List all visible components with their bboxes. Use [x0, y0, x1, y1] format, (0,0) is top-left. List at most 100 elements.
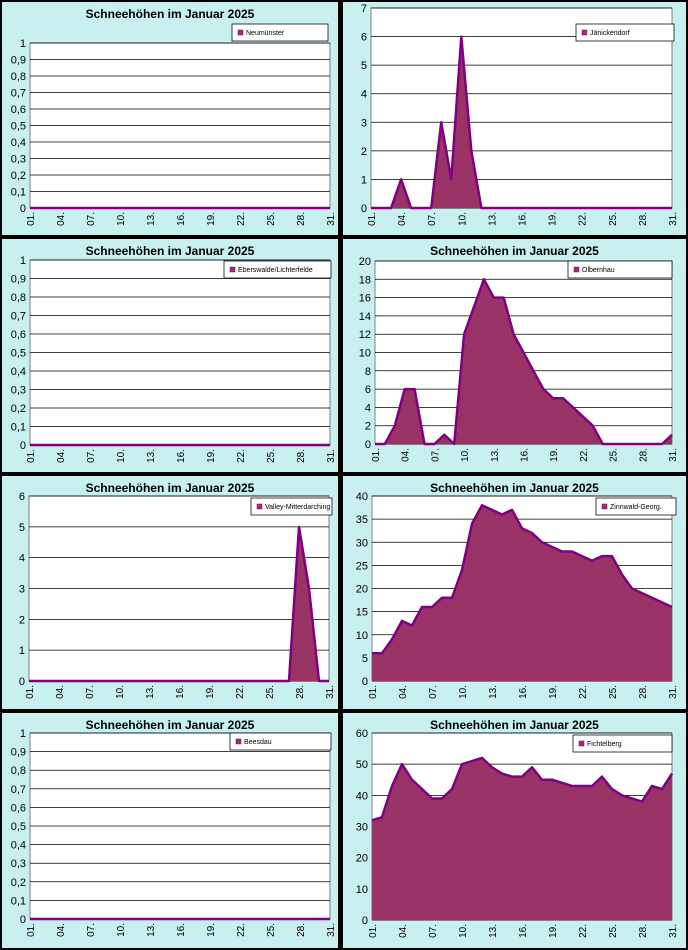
data-point — [140, 208, 141, 209]
chart-panel-jaenickendorf: Schneehöhen im Januar 20250123456701.04.… — [343, 2, 686, 235]
chart-svg: Schneehöhen im Januar 2025 0 10 20 30 40 50 60 0… — [356, 718, 679, 938]
data-point — [602, 556, 603, 557]
data-point — [129, 681, 130, 682]
data-point — [289, 681, 290, 682]
y-tick-label: 8 — [365, 366, 371, 378]
x-tick-label: 31. — [326, 923, 337, 937]
y-tick-label: 2 — [19, 614, 25, 626]
data-point — [270, 208, 271, 209]
legend-swatch — [581, 29, 588, 36]
data-point — [432, 607, 433, 608]
chart-title: Schneehöhen im Januar 2025 — [430, 481, 599, 495]
data-point — [100, 445, 101, 446]
data-point — [180, 919, 181, 920]
y-tick-label: 18 — [359, 274, 371, 286]
data-point — [422, 789, 423, 790]
y-tick-label: 0,7 — [11, 784, 26, 796]
data-point — [170, 208, 171, 209]
data-point — [452, 597, 453, 598]
y-tick-label: 7 — [361, 3, 367, 15]
data-point — [259, 681, 260, 682]
data-point — [412, 779, 413, 780]
x-tick-label: 16. — [518, 924, 529, 938]
chart-title: Schneehöhen im Januar 2025 — [86, 481, 255, 495]
data-point — [612, 789, 613, 790]
data-point — [320, 919, 321, 920]
legend-swatch — [229, 266, 236, 273]
data-point — [392, 785, 393, 786]
y-tick-label: 10 — [356, 884, 368, 896]
x-tick-label: 25. — [265, 685, 276, 699]
data-point — [571, 208, 572, 209]
data-point — [542, 779, 543, 780]
data-point — [532, 767, 533, 768]
data-point — [611, 208, 612, 209]
data-point — [309, 588, 310, 589]
data-point — [454, 444, 455, 445]
data-point — [60, 919, 61, 920]
data-point — [199, 681, 200, 682]
y-tick-label: 6 — [365, 384, 371, 396]
data-point — [220, 445, 221, 446]
data-point — [492, 509, 493, 510]
data-point — [300, 919, 301, 920]
data-point — [50, 208, 51, 209]
y-tick-label: 6 — [361, 32, 367, 44]
y-tick-label: 40 — [356, 491, 368, 503]
x-tick-label: 28. — [638, 212, 649, 226]
series-area — [372, 505, 672, 681]
x-tick-label: 19. — [548, 685, 559, 699]
data-point — [110, 445, 111, 446]
data-point — [310, 208, 311, 209]
data-point — [280, 919, 281, 920]
x-tick-label: 07. — [427, 212, 438, 226]
series-area — [372, 757, 672, 920]
data-point — [60, 445, 61, 446]
x-tick-label: 25. — [608, 924, 619, 938]
x-tick-label: 04. — [398, 924, 409, 938]
x-tick-label: 01. — [26, 212, 37, 226]
data-point — [300, 208, 301, 209]
y-tick-label: 4 — [365, 402, 371, 414]
data-point — [482, 505, 483, 506]
data-point — [472, 761, 473, 762]
data-point — [139, 681, 140, 682]
data-point — [260, 445, 261, 446]
series-area — [375, 279, 672, 444]
data-point — [502, 773, 503, 774]
y-tick-label: 2 — [361, 146, 367, 158]
data-point — [662, 444, 663, 445]
data-point — [99, 681, 100, 682]
data-point — [462, 570, 463, 571]
data-point — [239, 681, 240, 682]
legend-label: Valley-Mitterdarching — [265, 504, 330, 511]
data-point — [621, 208, 622, 209]
data-point — [602, 444, 603, 445]
y-tick-label: 30 — [356, 822, 368, 834]
x-tick-label: 07. — [85, 685, 96, 699]
legend-label: Jänickendorf — [590, 30, 630, 37]
legend-box — [229, 732, 332, 751]
y-tick-label: 0,1 — [11, 895, 26, 907]
x-tick-label: 31. — [668, 924, 679, 938]
data-point — [40, 445, 41, 446]
data-point — [230, 445, 231, 446]
data-point — [382, 653, 383, 654]
y-tick-label: 4 — [19, 553, 25, 565]
data-point — [140, 445, 141, 446]
y-tick-label: 20 — [356, 853, 368, 865]
data-point — [319, 681, 320, 682]
data-point — [260, 919, 261, 920]
data-point — [652, 444, 653, 445]
data-point — [220, 919, 221, 920]
data-point — [40, 208, 41, 209]
data-point — [572, 785, 573, 786]
data-point — [632, 798, 633, 799]
data-point — [523, 352, 524, 353]
data-point — [230, 208, 231, 209]
data-point — [452, 789, 453, 790]
x-tick-label: 19. — [206, 449, 217, 463]
data-point — [279, 681, 280, 682]
series-line — [372, 504, 673, 655]
data-point — [572, 551, 573, 552]
